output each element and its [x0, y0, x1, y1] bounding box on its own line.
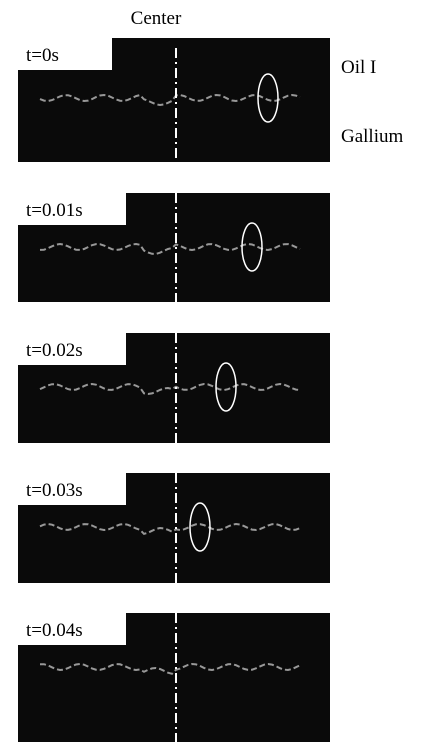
panel: t=0s: [18, 38, 330, 162]
time-label: t=0.02s: [26, 340, 83, 361]
panel: t=0.02s: [18, 333, 330, 443]
time-label: t=0.01s: [26, 200, 83, 221]
center-label: Center: [131, 8, 182, 29]
time-label: t=0.04s: [26, 620, 83, 641]
panel: t=0.01s: [18, 193, 330, 302]
panel: t=0.04s: [18, 613, 330, 742]
time-label: t=0s: [26, 45, 59, 66]
time-label: t=0.03s: [26, 480, 83, 501]
panel: t=0.03s: [18, 473, 330, 583]
panels: t=0s t=0.01s t=0.02s t=0.03s t=0.04s: [18, 38, 330, 742]
figure: Center Oil I Gallium t=0st=0.01st=0.02st…: [0, 0, 436, 742]
oil-label: Oil I: [341, 57, 376, 78]
gallium-label: Gallium: [341, 126, 403, 147]
